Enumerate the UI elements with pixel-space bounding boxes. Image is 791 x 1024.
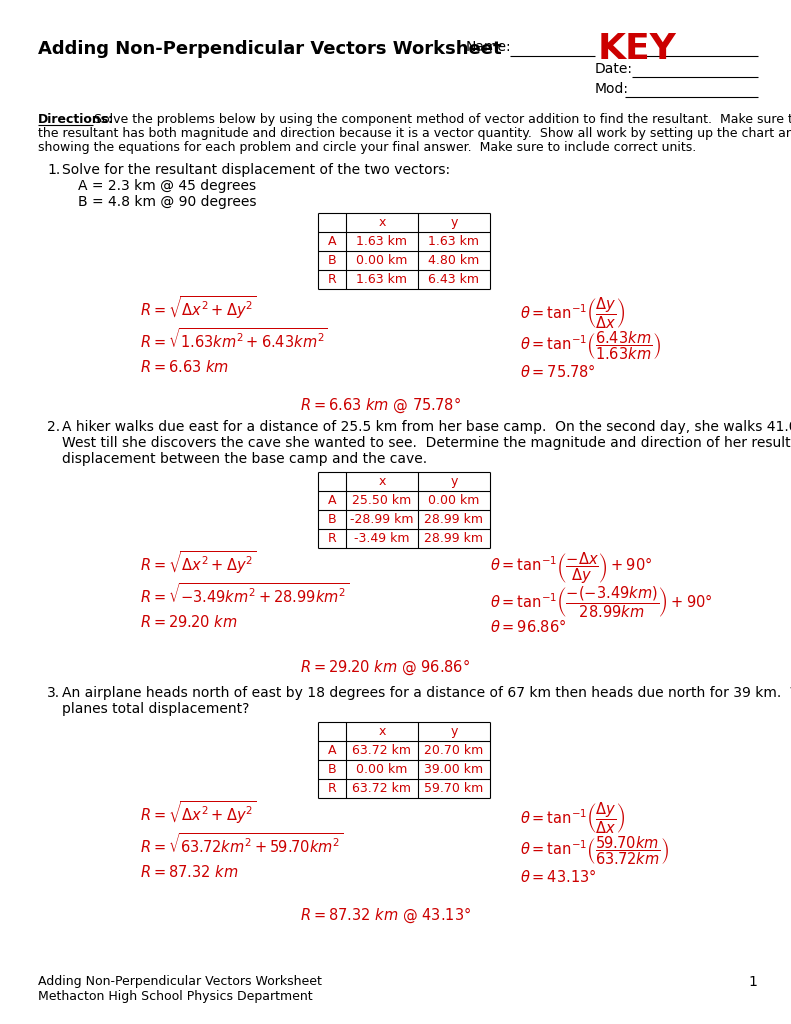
Text: 1: 1 (748, 975, 758, 989)
Text: x: x (378, 475, 386, 488)
Text: $R = \sqrt{\Delta x^2 + \Delta y^2}$: $R = \sqrt{\Delta x^2 + \Delta y^2}$ (140, 550, 256, 577)
Text: -28.99 km: -28.99 km (350, 513, 414, 526)
Text: $R = \sqrt{-3.49km^2 + 28.99km^2}$: $R = \sqrt{-3.49km^2 + 28.99km^2}$ (140, 582, 350, 606)
Text: $R = 87.32\ km$: $R = 87.32\ km$ (140, 864, 238, 880)
Text: $\theta = \tan^{-1}\!\left(\dfrac{\Delta y}{\Delta x}\right)$: $\theta = \tan^{-1}\!\left(\dfrac{\Delta… (520, 800, 626, 836)
Text: Solve the problems below by using the component method of vector addition to fin: Solve the problems below by using the co… (94, 113, 791, 126)
Text: $R = 6.63\ km$: $R = 6.63\ km$ (140, 359, 229, 375)
Text: Directions:: Directions: (38, 113, 114, 126)
Text: $\theta = \tan^{-1}\!\left(\dfrac{59.70km}{63.72km}\right)$: $\theta = \tan^{-1}\!\left(\dfrac{59.70k… (520, 834, 669, 866)
Text: $\theta = 75.78°$: $\theta = 75.78°$ (520, 362, 596, 380)
Text: A: A (327, 744, 336, 757)
Text: 3.: 3. (47, 686, 60, 700)
Text: $R = \sqrt{63.72km^2 + 59.70km^2}$: $R = \sqrt{63.72km^2 + 59.70km^2}$ (140, 831, 343, 856)
Text: 0.00 km: 0.00 km (356, 254, 407, 267)
Text: 0.00 km: 0.00 km (356, 763, 407, 776)
Text: $R = 87.32\ km\ @\ 43.13°$: $R = 87.32\ km\ @\ 43.13°$ (300, 906, 471, 926)
Text: $\theta = \tan^{-1}\!\left(\dfrac{\Delta y}{\Delta x}\right)$: $\theta = \tan^{-1}\!\left(\dfrac{\Delta… (520, 295, 626, 331)
Text: $\theta = \tan^{-1}\!\left(\dfrac{-\Delta x}{\Delta y}\right) + 90°$: $\theta = \tan^{-1}\!\left(\dfrac{-\Delt… (490, 550, 653, 586)
Text: A: A (327, 494, 336, 507)
Text: $R = 6.63\ km\ @\ 75.78°$: $R = 6.63\ km\ @\ 75.78°$ (300, 396, 461, 416)
Text: $R = 29.20\ km$: $R = 29.20\ km$ (140, 614, 237, 630)
Text: B = 4.8 km @ 90 degrees: B = 4.8 km @ 90 degrees (78, 195, 256, 209)
Text: 4.80 km: 4.80 km (429, 254, 479, 267)
Text: 1.63 km: 1.63 km (429, 234, 479, 248)
Text: y: y (450, 216, 458, 229)
Text: Date:: Date: (595, 62, 633, 76)
Text: $R = \sqrt{1.63km^2 + 6.43km^2}$: $R = \sqrt{1.63km^2 + 6.43km^2}$ (140, 327, 327, 351)
Text: A: A (327, 234, 336, 248)
Text: 63.72 km: 63.72 km (353, 744, 411, 757)
Text: 20.70 km: 20.70 km (425, 744, 483, 757)
Text: R: R (327, 532, 336, 545)
Text: $R = \sqrt{\Delta x^2 + \Delta y^2}$: $R = \sqrt{\Delta x^2 + \Delta y^2}$ (140, 295, 256, 322)
Text: x: x (378, 216, 386, 229)
Text: R: R (327, 782, 336, 795)
Text: planes total displacement?: planes total displacement? (62, 702, 249, 716)
Text: 2.: 2. (47, 420, 60, 434)
Text: 28.99 km: 28.99 km (425, 532, 483, 545)
Text: $\theta = \tan^{-1}\!\left(\dfrac{-(-3.49km)}{28.99km}\right) + 90°$: $\theta = \tan^{-1}\!\left(\dfrac{-(-3.4… (490, 584, 713, 620)
Text: 6.43 km: 6.43 km (429, 273, 479, 286)
Text: 39.00 km: 39.00 km (425, 763, 483, 776)
Text: y: y (450, 475, 458, 488)
Text: Adding Non-Perpendicular Vectors Worksheet: Adding Non-Perpendicular Vectors Workshe… (38, 40, 501, 58)
Text: 0.00 km: 0.00 km (428, 494, 479, 507)
Text: 1.: 1. (47, 163, 60, 177)
Text: y: y (450, 725, 458, 738)
Text: R: R (327, 273, 336, 286)
Text: 59.70 km: 59.70 km (425, 782, 483, 795)
Text: $\theta = 96.86°$: $\theta = 96.86°$ (490, 618, 566, 635)
Text: B: B (327, 513, 336, 526)
Text: 28.99 km: 28.99 km (425, 513, 483, 526)
Text: A = 2.3 km @ 45 degrees: A = 2.3 km @ 45 degrees (78, 179, 256, 193)
Text: $\theta = \tan^{-1}\!\left(\dfrac{6.43km}{1.63km}\right)$: $\theta = \tan^{-1}\!\left(\dfrac{6.43km… (520, 329, 661, 361)
Text: showing the equations for each problem and circle your final answer.  Make sure : showing the equations for each problem a… (38, 141, 696, 154)
Text: An airplane heads north of east by 18 degrees for a distance of 67 km then heads: An airplane heads north of east by 18 de… (62, 686, 791, 700)
Text: B: B (327, 254, 336, 267)
Text: 1.63 km: 1.63 km (357, 273, 407, 286)
Text: 63.72 km: 63.72 km (353, 782, 411, 795)
Text: $R = 29.20\ km\ @\ 96.86°$: $R = 29.20\ km\ @\ 96.86°$ (300, 658, 470, 678)
Text: x: x (378, 725, 386, 738)
Text: displacement between the base camp and the cave.: displacement between the base camp and t… (62, 452, 427, 466)
Text: Name:: Name: (466, 40, 512, 54)
Text: Adding Non-Perpendicular Vectors Worksheet: Adding Non-Perpendicular Vectors Workshe… (38, 975, 322, 988)
Text: 25.50 km: 25.50 km (352, 494, 411, 507)
Text: Mod:: Mod: (595, 82, 629, 96)
Text: 1.63 km: 1.63 km (357, 234, 407, 248)
Text: West till she discovers the cave she wanted to see.  Determine the magnitude and: West till she discovers the cave she wan… (62, 436, 791, 450)
Text: $\theta = 43.13°$: $\theta = 43.13°$ (520, 868, 596, 885)
Text: KEY: KEY (598, 32, 677, 66)
Text: A hiker walks due east for a distance of 25.5 km from her base camp.  On the sec: A hiker walks due east for a distance of… (62, 420, 791, 434)
Text: -3.49 km: -3.49 km (354, 532, 410, 545)
Text: $R = \sqrt{\Delta x^2 + \Delta y^2}$: $R = \sqrt{\Delta x^2 + \Delta y^2}$ (140, 800, 256, 826)
Text: Solve for the resultant displacement of the two vectors:: Solve for the resultant displacement of … (62, 163, 450, 177)
Text: Methacton High School Physics Department: Methacton High School Physics Department (38, 990, 312, 1002)
Text: B: B (327, 763, 336, 776)
Text: the resultant has both magnitude and direction because it is a vector quantity. : the resultant has both magnitude and dir… (38, 127, 791, 140)
